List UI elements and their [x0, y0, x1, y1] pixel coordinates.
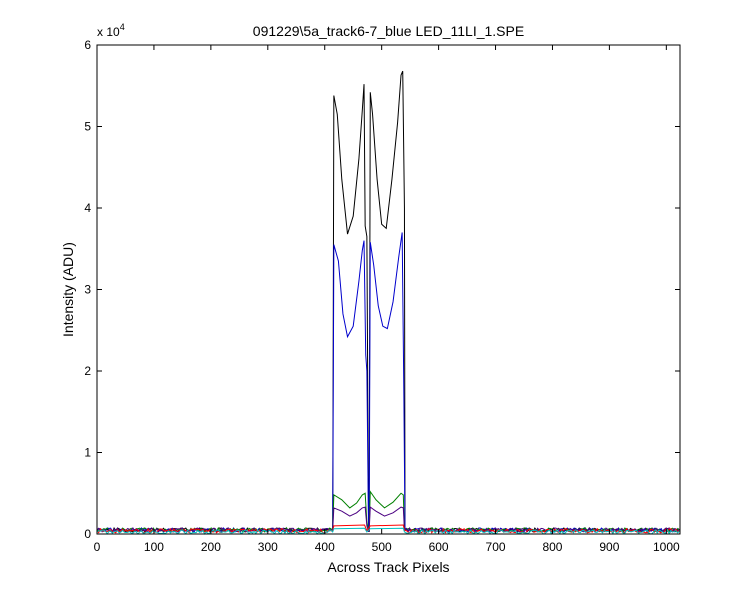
x-tick-label: 500 — [372, 540, 392, 554]
chart-title: 091229\5a_track6-7_blue LED_11LI_1.SPE — [253, 23, 524, 39]
x-tick-label: 300 — [258, 540, 278, 554]
x-axis-label: Across Track Pixels — [327, 559, 449, 575]
x-tick-label: 600 — [429, 540, 449, 554]
y-multiplier-base: x 10 — [97, 25, 120, 39]
x-tick-label: 800 — [542, 540, 562, 554]
x-tick-label: 400 — [315, 540, 335, 554]
tick-layer: 0 100 200 300 400 500 600 700 800 900 1000 0 1 2 3 4 5 6 — [84, 38, 680, 554]
y-tick-label: 0 — [84, 527, 91, 541]
plot-area — [97, 45, 680, 534]
x-tick-label: 1000 — [653, 540, 680, 554]
series-line-6 — [96, 527, 681, 535]
y-tick-label: 2 — [84, 364, 91, 378]
x-tick-label: 200 — [201, 540, 221, 554]
y-tick-label: 1 — [84, 446, 91, 460]
y-tick-label: 4 — [84, 201, 91, 215]
x-tick-label: 900 — [599, 540, 619, 554]
y-multiplier-exponent: 4 — [120, 22, 125, 32]
y-axis-label: Intensity (ADU) — [60, 242, 76, 337]
series-layer — [96, 70, 681, 535]
y-tick-label: 5 — [84, 120, 91, 134]
axes-box — [96, 44, 681, 535]
x-tick-label: 0 — [94, 540, 101, 554]
y-tick-label: 3 — [84, 283, 91, 297]
y-tick-label: 6 — [84, 38, 91, 52]
x-tick-label: 700 — [486, 540, 506, 554]
x-tick-label: 100 — [144, 540, 164, 554]
y-axis-multiplier: x 104 — [97, 22, 125, 39]
